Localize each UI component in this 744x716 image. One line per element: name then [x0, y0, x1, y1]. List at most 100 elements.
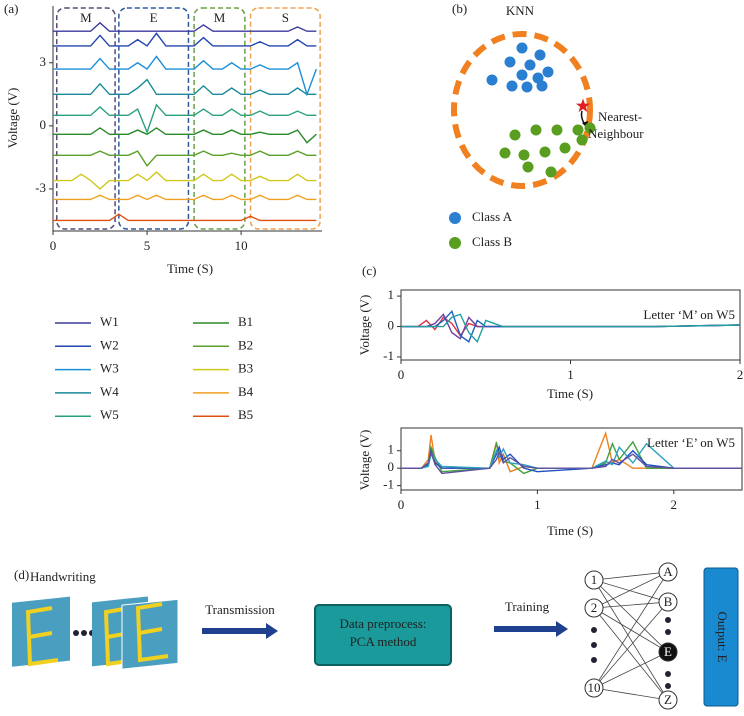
input-label: Handwriting: [30, 569, 96, 584]
annotation: Nearest-: [598, 109, 642, 124]
panel-label: (c): [362, 263, 376, 278]
icon-e: [135, 602, 169, 663]
y-tick-label: 0: [388, 459, 395, 474]
y-tick-label: 0: [40, 117, 47, 132]
point: [539, 146, 551, 158]
legend-label: W3: [100, 361, 119, 376]
point: [506, 80, 518, 92]
point: [572, 124, 584, 136]
y-axis-label: Voltage (V): [357, 430, 372, 491]
point: [516, 69, 528, 81]
input-node-label: 10: [588, 680, 601, 695]
input-node-label: 1: [591, 572, 598, 587]
point: [516, 42, 528, 54]
output-bar: [703, 567, 739, 707]
icon: [12, 596, 70, 667]
plot-frame: [400, 427, 743, 491]
series-line: [53, 150, 317, 167]
point: [536, 80, 548, 92]
annotation: Letter ‘E’ on W5: [647, 435, 735, 450]
step-label: Transmission: [205, 602, 275, 617]
output-node-label: B: [664, 594, 673, 609]
legend-label: B4: [238, 384, 254, 399]
network-links: [593, 571, 669, 701]
series-line: [53, 32, 317, 47]
output-label: Output: E: [715, 612, 730, 663]
legend-label: W5: [100, 407, 119, 422]
point: [499, 147, 511, 159]
y-tick-label: 1: [388, 287, 395, 302]
series-line: [53, 103, 317, 135]
series-line: [53, 55, 318, 97]
region-label: M: [214, 10, 226, 25]
x-tick-label: 0: [398, 497, 405, 512]
output-node: [658, 642, 678, 662]
x-tick-label: 5: [144, 238, 151, 253]
region-label: M: [80, 10, 92, 25]
process-text: Data preprocess:: [340, 616, 427, 631]
series-line: [53, 21, 317, 32]
knn-boundary: [451, 31, 593, 189]
step-label: Training: [505, 599, 550, 614]
output-node-label: A: [663, 564, 673, 579]
input-node: [584, 678, 604, 698]
legend-label: Class B: [472, 234, 512, 249]
point: [545, 166, 557, 178]
point: [524, 59, 536, 71]
legend-label: B1: [238, 314, 253, 329]
legend-label: B2: [238, 337, 253, 352]
handwriting-icons: [12, 596, 179, 670]
arrow: [494, 621, 568, 637]
region-label: S: [282, 10, 289, 25]
x-tick-label: 10: [235, 238, 248, 253]
process-text: PCA method: [350, 634, 417, 649]
point: [584, 122, 596, 134]
point: [521, 81, 533, 93]
point: [509, 129, 521, 141]
point: [530, 124, 542, 136]
legend-marker: [449, 237, 461, 249]
point: [576, 134, 588, 146]
series-line: [53, 194, 317, 201]
x-tick-label: 1: [534, 497, 541, 512]
y-tick-label: -1: [383, 348, 394, 363]
output-node: [658, 562, 678, 582]
x-axis-label: Time (S): [167, 261, 213, 276]
network-dots: [591, 617, 671, 689]
chart-title: KNN: [506, 3, 535, 18]
series-line: [53, 127, 317, 144]
y-tick-label: 0: [388, 318, 395, 333]
y-tick-label: 1: [388, 442, 395, 457]
point: [534, 49, 546, 61]
dot: [81, 630, 87, 636]
region: [193, 7, 246, 230]
legend-label: B5: [238, 407, 253, 422]
legend-marker: [449, 212, 461, 224]
legend-label: W1: [100, 314, 119, 329]
legend-label: B3: [238, 361, 253, 376]
series-line: [401, 449, 742, 475]
point: [518, 149, 530, 161]
legend-label: W4: [100, 384, 119, 399]
x-tick-label: 0: [398, 367, 405, 382]
input-node: [584, 570, 604, 590]
dot: [73, 630, 79, 636]
series-line: [53, 171, 317, 190]
panel-label: (a): [4, 1, 18, 16]
input-node-label: 2: [591, 600, 598, 615]
point: [551, 124, 563, 136]
y-axis-label: Voltage (V): [357, 295, 372, 356]
x-axis-label: Time (S): [547, 523, 593, 538]
plot-frame: [400, 289, 741, 361]
output-node-label: Z: [664, 692, 672, 707]
x-tick-label: 1: [567, 367, 574, 382]
x-tick-label: 2: [737, 367, 744, 382]
panel-label: (b): [452, 1, 467, 16]
point: [559, 142, 571, 154]
legend-label: Class A: [472, 209, 513, 224]
input-node: [584, 598, 604, 618]
process-box: [314, 604, 452, 666]
x-axis-label: Time (S): [547, 386, 593, 401]
point: [504, 56, 516, 68]
